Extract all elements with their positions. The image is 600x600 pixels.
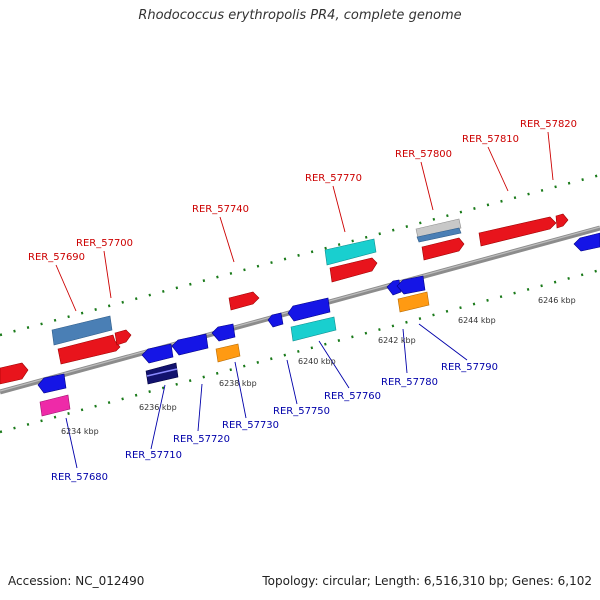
tick-label: 6238 kbp [219,379,257,388]
gene-navy-striped[interactable] [145,362,179,385]
gene-red-7[interactable] [555,213,569,229]
gene-label[interactable]: RER_57720 [173,434,230,445]
gene-label[interactable]: RER_57790 [441,362,498,373]
gene-blue-right-edge[interactable] [573,232,600,252]
gene-red-left-edge[interactable] [0,362,29,385]
gene-label[interactable]: RER_57700 [76,238,133,249]
gene-row-lower [37,232,600,417]
tick-label: 6234 kbp [61,427,99,436]
gene-red-2[interactable] [114,329,132,346]
gene-blue-6[interactable] [287,297,331,322]
accession-text: Accession: NC_012490 [8,574,145,588]
callout-lines-top [55,131,554,312]
gene-label[interactable]: RER_57750 [273,406,330,417]
gene-blue-4[interactable] [211,323,236,342]
gene-blue-1[interactable] [37,373,67,394]
callout-lines-bottom [65,323,468,469]
gene-red-6[interactable] [478,216,557,247]
gene-blue-8[interactable] [396,275,426,295]
gene-label[interactable]: RER_57820 [520,119,577,130]
tick-label: 6242 kbp [378,336,416,345]
gene-label[interactable]: RER_57760 [324,391,381,402]
gene-grey-1[interactable] [415,218,462,239]
gene-labels-top: RER_57690 RER_57700 RER_57740 RER_57770 … [28,119,577,263]
tick-label: 6240 kbp [298,357,336,366]
gene-blue-5[interactable] [267,312,284,328]
gene-label[interactable]: RER_57770 [305,173,362,184]
gene-label[interactable]: RER_57710 [125,450,182,461]
tick-label: 6246 kbp [538,296,576,305]
gene-blue-2[interactable] [141,343,174,364]
gene-steelblue-2[interactable] [416,227,462,243]
tick-label: 6244 kbp [458,316,496,325]
gene-row-upper [0,213,569,385]
gene-labels-bottom: RER_57680 RER_57710 RER_57720 RER_57730 … [51,362,498,483]
gene-red-1[interactable] [57,334,121,365]
tick-label: 6236 kbp [139,403,177,412]
gene-orange-1[interactable] [215,343,241,363]
genome-summary-text: Topology: circular; Length: 6,516,310 bp… [262,574,592,588]
gene-magenta-1[interactable] [39,394,71,417]
gene-steelblue-1[interactable] [51,315,113,346]
gene-blue-3[interactable] [171,333,209,356]
gene-red-4[interactable] [329,257,378,283]
gene-red-5[interactable] [421,237,465,261]
gene-navy-stripe [146,368,178,377]
gene-red-3[interactable] [228,291,260,311]
gene-label[interactable]: RER_57680 [51,472,108,483]
gene-label[interactable]: RER_57690 [28,252,85,263]
gene-label[interactable]: RER_57800 [395,149,452,160]
gene-cyan-1[interactable] [324,238,377,266]
gene-cyan-2[interactable] [290,316,337,342]
gene-label[interactable]: RER_57780 [381,377,438,388]
position-ticks: 6234 kbp 6236 kbp 6238 kbp 6240 kbp 6242… [61,296,576,436]
map-title: Rhodococcus erythropolis PR4, complete g… [138,8,462,23]
gene-label[interactable]: RER_57730 [222,420,279,431]
gene-label[interactable]: RER_57740 [192,204,249,215]
gene-orange-2[interactable] [397,291,430,313]
gene-label[interactable]: RER_57810 [462,134,519,145]
